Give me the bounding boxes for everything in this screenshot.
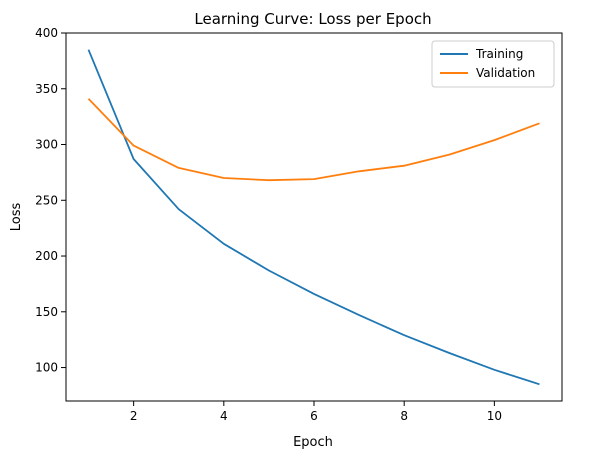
y-axis: 100 150 200 250 300 350 400 [35,26,66,375]
series-layer [87,49,540,386]
y-tick-label: 200 [35,249,58,263]
y-axis-label: Loss [9,203,24,232]
x-tick-label: 8 [400,409,408,423]
legend-box [431,40,555,88]
y-tick-label: 350 [35,82,58,96]
chart-title: Learning Curve: Loss per Epoch [194,10,431,28]
x-tick-label: 2 [130,409,138,423]
x-tick-label: 6 [310,409,318,423]
y-tick-label: 300 [35,138,58,152]
x-axis: 2 4 6 8 10 [130,401,502,423]
y-tick-label: 400 [35,26,58,40]
x-tick-label: 10 [487,409,502,423]
legend-label-validation: Validation [476,66,535,80]
legend-label-training: Training [475,47,523,61]
y-tick-label: 150 [35,305,58,319]
y-tick-label: 250 [35,193,58,207]
series-line-validation [87,98,540,182]
plot-frame [65,32,563,402]
y-tick-label: 100 [35,361,58,375]
legend: Training Validation [431,40,555,88]
series-line-training [87,49,540,386]
x-tick-label: 4 [220,409,228,423]
x-axis-label: Epoch [293,435,333,450]
